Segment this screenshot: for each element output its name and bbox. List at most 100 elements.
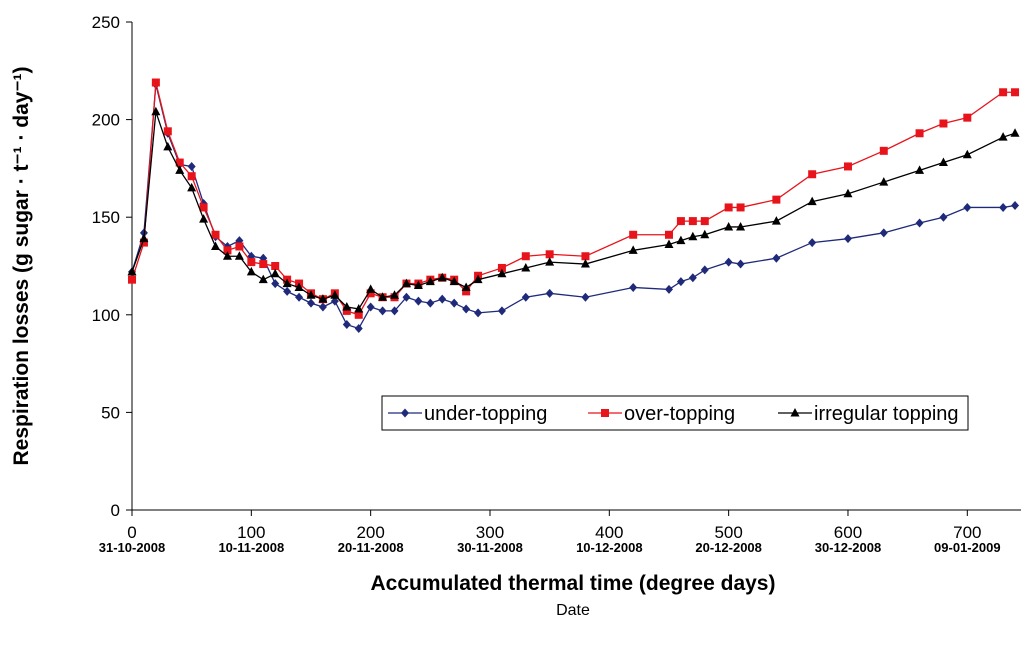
x-tick-label: 200 [356, 523, 384, 542]
marker-square [497, 263, 506, 272]
marker-square [199, 203, 208, 212]
marker-square [462, 287, 471, 296]
marker-triangle [318, 294, 328, 303]
marker-diamond [402, 292, 411, 302]
marker-diamond [999, 202, 1008, 212]
marker-square [1011, 88, 1020, 97]
marker-triangle [401, 278, 411, 288]
marker-triangle [879, 177, 889, 186]
marker-square [366, 289, 375, 298]
marker-square [843, 162, 852, 171]
marker-triangle [736, 221, 746, 231]
marker-square [808, 170, 817, 179]
legend-label: irregular topping [814, 403, 959, 425]
marker-diamond [318, 302, 327, 312]
marker-triangle [771, 216, 781, 225]
marker-triangle [425, 276, 435, 286]
marker-square [139, 238, 148, 247]
date-label: 20-11-2008 [338, 540, 404, 555]
marker-square [724, 203, 733, 212]
marker-triangle [354, 303, 364, 313]
marker-triangle [127, 266, 137, 276]
marker-triangle [413, 280, 423, 290]
marker-triangle [461, 282, 471, 291]
marker-triangle [497, 268, 507, 278]
legend: under-topping over-topping irregular toppi… [381, 395, 969, 431]
marker-triangle [139, 233, 149, 243]
marker-diamond [401, 408, 409, 418]
marker-square [629, 230, 638, 239]
marker-square [676, 217, 685, 226]
marker-diamond [450, 298, 459, 308]
y-tick-label: 150 [92, 208, 120, 227]
marker-diamond [271, 279, 280, 289]
marker-triangle [151, 106, 161, 116]
marker-diamond [354, 323, 363, 333]
marker-square [235, 242, 244, 251]
marker-triangle [998, 132, 1008, 141]
marker-square [999, 88, 1008, 97]
y-tick-label: 200 [92, 111, 120, 130]
marker-triangle [790, 408, 800, 417]
date-label: 31-10-2008 [99, 540, 166, 555]
marker-diamond [414, 296, 423, 306]
date-label: 30-12-2008 [815, 540, 882, 555]
marker-triangle [163, 141, 173, 151]
marker-diamond [736, 259, 745, 269]
marker-diamond [664, 284, 673, 294]
marker-diamond [462, 304, 471, 314]
marker-diamond [724, 257, 733, 267]
marker-diamond [629, 282, 638, 292]
marker-diamond [939, 212, 948, 222]
marker-triangle [688, 231, 698, 241]
marker-diamond [438, 294, 447, 304]
marker-square [963, 113, 972, 122]
marker-square [259, 260, 268, 269]
marker-diamond [676, 277, 685, 287]
y-tick-label: 0 [111, 501, 120, 520]
marker-triangle [545, 257, 555, 266]
marker-diamond [378, 306, 387, 316]
x-tick-label: 0 [127, 523, 136, 542]
date-label: 10-11-2008 [218, 540, 284, 555]
marker-square [354, 310, 363, 319]
marker-square [688, 217, 697, 226]
marker-triangle [211, 241, 221, 250]
legend-box [381, 395, 969, 431]
marker-square [211, 230, 220, 239]
marker-diamond [330, 296, 339, 306]
marker-diamond [700, 265, 709, 275]
marker-diamond [843, 234, 852, 244]
marker-diamond [545, 288, 554, 298]
marker-triangle [294, 282, 304, 291]
marker-triangle [222, 251, 232, 260]
x-axis-title: Accumulated thermal time (degree days) [371, 572, 776, 595]
marker-triangle [366, 284, 376, 293]
marker-square [521, 252, 530, 261]
marker-square [581, 252, 590, 261]
marker-diamond [426, 298, 435, 308]
marker-square [545, 250, 554, 259]
x-tick-label: 300 [476, 523, 504, 542]
marker-square [342, 306, 351, 315]
x-tick-label: 100 [237, 523, 265, 542]
marker-diamond [772, 253, 781, 263]
marker-diamond [366, 302, 375, 312]
x-tick-label: 700 [953, 523, 981, 542]
marker-triangle [962, 149, 972, 159]
marker-diamond [497, 306, 506, 316]
marker-square [664, 230, 673, 239]
marker-square [601, 409, 609, 417]
date-label: 09-01-2009 [934, 540, 1001, 555]
marker-diamond [688, 273, 697, 283]
marker-diamond [963, 202, 972, 212]
marker-triangle [1010, 128, 1020, 137]
marker-square [939, 119, 948, 128]
marker-diamond [295, 292, 304, 302]
x-tick-label: 500 [714, 523, 742, 542]
marker-triangle [521, 262, 531, 272]
marker-triangle [843, 188, 853, 198]
marker-diamond [915, 218, 924, 228]
